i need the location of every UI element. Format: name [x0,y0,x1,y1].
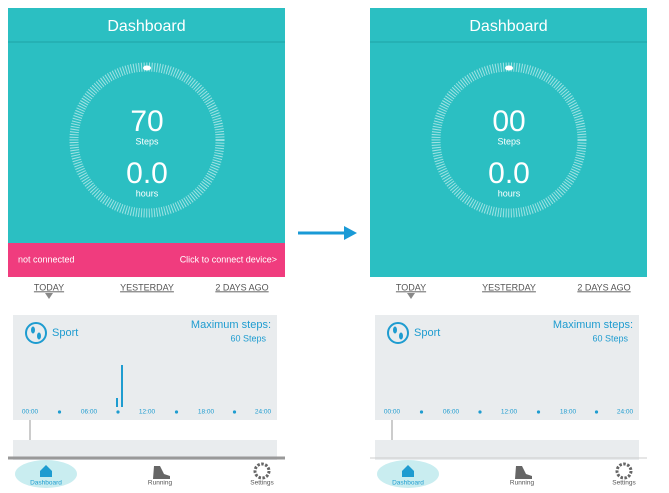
home-icon [40,465,52,477]
day-tab[interactable]: 2 DAYS AGO [215,282,268,292]
nav-label[interactable]: Dashboard [30,480,62,487]
settings-icon [615,462,633,480]
connection-status: not connected [18,254,75,264]
hours-value: 0.0 [126,157,168,190]
card-title: Sport [52,327,78,339]
time-label: 12:00 [139,409,156,416]
tab-indicator [407,293,415,299]
time-dot [116,410,120,414]
header-title: Dashboard [469,18,547,35]
nav-label[interactable]: Settings [250,480,274,487]
day-tab[interactable]: TODAY [34,282,64,292]
nav-label[interactable]: Dashboard [392,480,424,487]
running-icon [515,466,532,479]
activity-bar [121,365,123,407]
connect-device-link[interactable]: Click to connect device> [180,254,277,264]
hours-label: hours [136,188,159,198]
time-label: 00:00 [22,409,39,416]
ring-indicator [143,65,151,71]
max-steps-value: 60 Steps [230,333,266,343]
steps-value: 00 [492,105,525,138]
settings-icon [253,462,271,480]
sport-icon-foot [399,332,403,340]
header-title: Dashboard [107,18,185,35]
nav-label[interactable]: Settings [612,480,636,487]
time-dot [536,410,541,414]
time-dot [594,410,599,414]
day-tab[interactable]: TODAY [396,282,426,292]
ring-indicator [505,65,513,71]
sport-icon-foot [31,326,35,334]
activity-bar [116,398,118,407]
time-label: 24:00 [255,409,272,416]
transition-arrow [298,226,357,240]
sport-card [13,315,277,420]
time-dot [419,410,424,414]
time-label: 18:00 [560,409,577,416]
time-label: 06:00 [443,409,460,416]
dashboard-panel [8,8,285,243]
max-steps-value: 60 Steps [592,333,628,343]
steps-label: Steps [497,136,521,146]
time-dot [57,410,62,414]
hours-label: hours [498,188,521,198]
nav-label[interactable]: Running [148,480,173,487]
home-icon [402,465,414,477]
hours-value: 0.0 [488,157,530,190]
max-steps-label: Maximum steps: [553,319,633,331]
time-label: 18:00 [198,409,215,416]
time-label: 24:00 [617,409,634,416]
time-dot [478,410,482,414]
card-title: Sport [414,327,440,339]
dashboard-panel [370,8,647,277]
day-tab[interactable]: YESTERDAY [120,282,174,292]
day-tab[interactable]: YESTERDAY [482,282,536,292]
time-label: 12:00 [501,409,518,416]
tab-indicator [45,293,53,299]
sport-icon-foot [37,332,41,340]
steps-value: 70 [130,105,163,138]
running-icon [153,466,170,479]
sport-card [375,315,639,420]
steps-label: Steps [135,136,159,146]
time-dot [174,410,179,414]
time-dot [232,410,237,414]
time-label: 00:00 [384,409,401,416]
sport-icon [25,322,47,344]
sport-icon-foot [393,326,397,334]
connection-banner [8,243,285,277]
nav-label[interactable]: Running [510,480,535,487]
max-steps-label: Maximum steps: [191,319,271,331]
next-card [375,440,639,462]
time-label: 06:00 [81,409,98,416]
day-tab[interactable]: 2 DAYS AGO [577,282,630,292]
sport-icon [387,322,409,344]
